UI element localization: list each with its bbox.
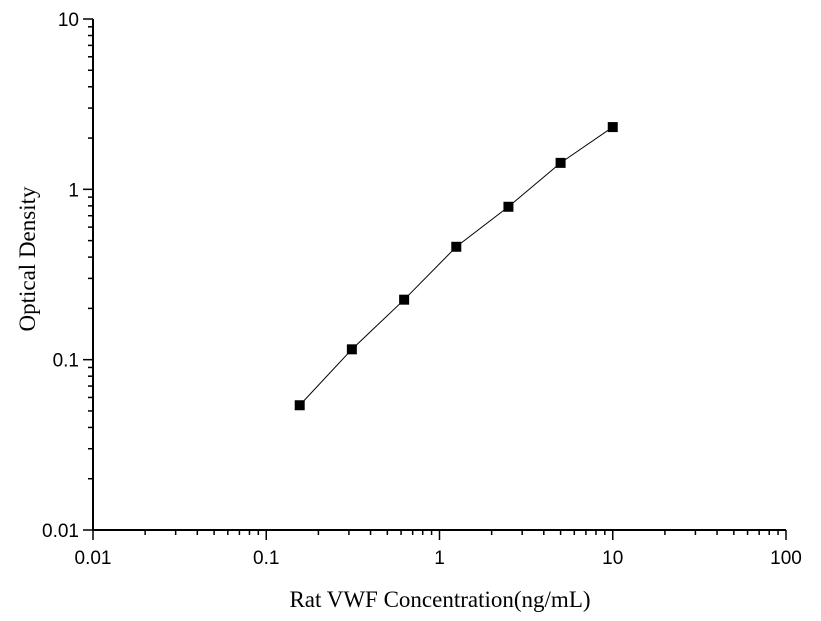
y-tick-labels: 0.01 0.1 1 10: [42, 10, 79, 542]
x-tick-label: 0.1: [253, 548, 279, 569]
y-axis-title: Optical Density: [15, 186, 40, 331]
data-point: [503, 201, 514, 212]
data-point: [399, 294, 410, 305]
x-axis-ticks: [92, 530, 787, 540]
data-point: [555, 157, 566, 168]
y-tick-label: 0.01: [42, 521, 79, 542]
x-axis-title: Rat VWF Concentration(ng/mL): [289, 587, 590, 612]
data-point: [346, 344, 357, 355]
data-point: [607, 122, 618, 133]
y-tick-label: 10: [58, 10, 79, 31]
data-point: [451, 241, 462, 252]
series-line: [299, 126, 614, 406]
data-point: [294, 400, 305, 411]
x-tick-label: 10: [602, 548, 623, 569]
x-tick-label: 1: [434, 548, 445, 569]
x-tick-label: 100: [770, 548, 802, 569]
y-tick-label: 1: [68, 180, 79, 201]
x-tick-labels: 0.01 0.1 1 10 100: [75, 548, 802, 569]
plot-area: [294, 122, 618, 411]
x-tick-label: 0.01: [75, 548, 112, 569]
y-tick-label: 0.1: [53, 351, 79, 372]
y-axis-ticks: [83, 18, 93, 531]
